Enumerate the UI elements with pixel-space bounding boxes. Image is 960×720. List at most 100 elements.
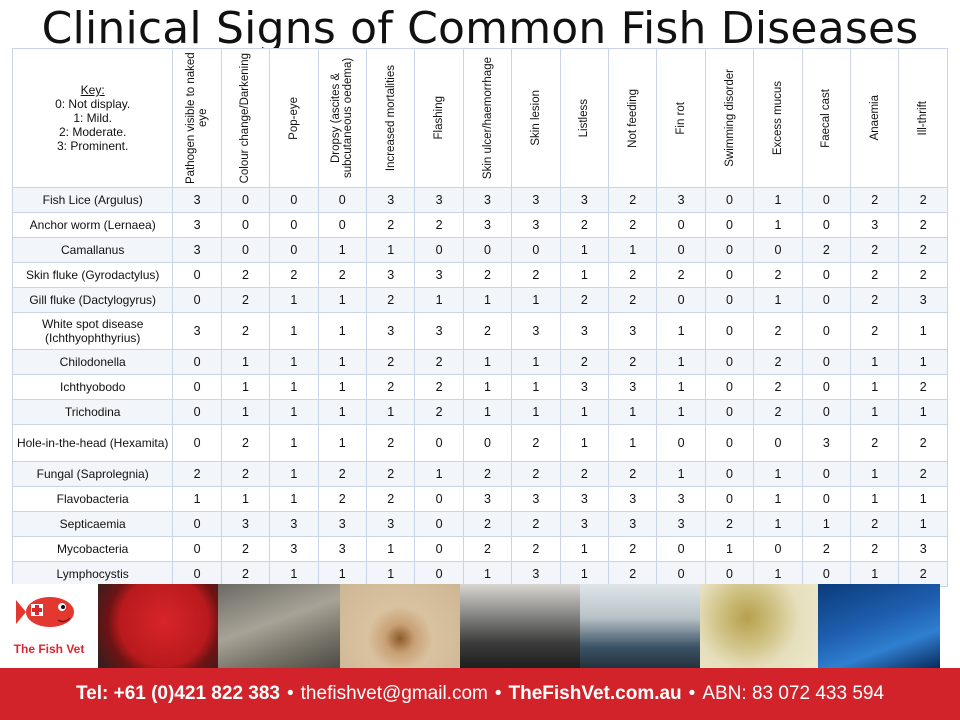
sign-score: 0 (462, 424, 513, 462)
sign-score: 1 (269, 374, 319, 400)
column-header: Pop-eye (269, 48, 319, 188)
sign-score: 3 (898, 536, 948, 562)
sign-score: 3 (801, 424, 852, 462)
column-header: Skin lesion (511, 48, 561, 188)
sign-score: 3 (656, 511, 706, 537)
sign-score: 2 (753, 349, 803, 375)
sign-score: 2 (801, 536, 852, 562)
sign-score: 2 (850, 424, 900, 462)
sign-score: 2 (220, 536, 271, 562)
disease-name: Gill fluke (Dactylogyrus) (11, 287, 174, 313)
sign-score: 3 (608, 511, 658, 537)
column-header-label: Not feeding (626, 88, 639, 148)
sign-score: 1 (559, 237, 610, 263)
sign-score: 3 (511, 312, 561, 350)
sign-score: 0 (801, 187, 852, 213)
sign-score: 2 (850, 237, 900, 263)
sign-score: 3 (172, 237, 222, 263)
sign-score: 2 (608, 349, 658, 375)
sign-score: 2 (850, 187, 900, 213)
key-line: 2: Moderate. (58, 125, 127, 139)
column-header-label: Faecal cast (820, 88, 833, 148)
sign-score: 3 (462, 212, 513, 238)
sign-score: 3 (608, 374, 658, 400)
disease-name: Fish Lice (Argulus) (11, 187, 174, 213)
microscope-operator-photo (580, 584, 700, 668)
key-line: 3: Prominent. (56, 139, 129, 153)
column-header: Pathogen visible to naked eye (172, 48, 222, 188)
sign-score: 0 (172, 561, 222, 587)
sign-score: 0 (704, 561, 755, 587)
sign-score: 2 (414, 374, 464, 400)
sign-score: 3 (898, 287, 948, 313)
sign-score: 0 (704, 349, 755, 375)
column-header-label: Excess mucus (771, 80, 784, 156)
column-header-label: Colour change/Darkening (239, 52, 252, 184)
sign-score: 2 (608, 536, 658, 562)
fish-logo-icon (16, 597, 74, 627)
header-row: Key: 0: Not display. 1: Mild. 2: Moderat… (11, 48, 948, 188)
sign-score: 1 (608, 424, 658, 462)
sign-score: 0 (801, 287, 852, 313)
sign-score: 0 (704, 187, 755, 213)
sign-score: 1 (559, 262, 610, 288)
sign-score: 0 (753, 237, 803, 263)
column-header-label: Dropsy (ascites & subcutaneous oedema) (330, 57, 355, 179)
sign-score: 2 (462, 461, 513, 487)
sign-score: 3 (365, 312, 416, 350)
column-header-label: Anaemia (868, 95, 881, 141)
photo-strip: The Fish Vet (0, 584, 960, 668)
sign-score: 1 (269, 461, 319, 487)
sign-score: 0 (801, 312, 852, 350)
sign-score: 2 (220, 561, 271, 587)
footer-separator: • (287, 683, 294, 704)
sign-score: 2 (850, 287, 900, 313)
sign-score: 3 (608, 486, 658, 512)
parasite-microscopy-photo (340, 584, 460, 668)
column-header-label: Pathogen visible to naked eye (185, 52, 210, 184)
sign-score: 1 (220, 399, 271, 425)
sign-score: 1 (317, 237, 367, 263)
sign-score: 3 (414, 312, 464, 350)
sign-score: 0 (462, 237, 513, 263)
disease-name: White spot disease (Ichthyophthyrius) (11, 312, 174, 350)
sign-score: 1 (850, 561, 900, 587)
disease-name: Septicaemia (11, 511, 174, 537)
sign-score: 3 (414, 262, 464, 288)
table-row: Fungal (Saprolegnia) 2 2 1 2 2 1 2 2 2 2 1 0 1 0 1 2 (11, 461, 948, 487)
sign-score: 1 (753, 287, 803, 313)
sign-score: 2 (608, 561, 658, 587)
sign-score: 3 (462, 187, 513, 213)
blood-agar-plate-photo (98, 584, 218, 668)
sign-score: 0 (801, 486, 852, 512)
sign-score: 2 (898, 561, 948, 587)
fish-gill-photo (460, 584, 580, 668)
table-row: Gill fluke (Dactylogyrus) 0 2 1 1 2 1 1 1 2 2 0 0 1 0 2… (11, 287, 948, 313)
sign-score: 1 (753, 511, 803, 537)
sign-score: 1 (220, 486, 271, 512)
sign-score: 3 (511, 486, 561, 512)
column-header-label: Swimming disorder (723, 69, 736, 167)
column-header-label: Listless (578, 98, 591, 138)
sign-score: 3 (511, 212, 561, 238)
sign-score: 1 (559, 399, 610, 425)
sign-score: 2 (220, 312, 271, 350)
sign-score: 1 (269, 561, 319, 587)
sign-score: 3 (317, 511, 367, 537)
sign-score: 2 (220, 461, 271, 487)
sign-score: 0 (269, 187, 319, 213)
sign-score: 0 (704, 486, 755, 512)
sign-score: 1 (753, 561, 803, 587)
sign-score: 2 (317, 486, 367, 512)
column-header-label: Flashing (433, 96, 446, 140)
sign-score: 3 (365, 262, 416, 288)
sign-score: 3 (559, 187, 610, 213)
column-header: Flashing (414, 48, 464, 188)
table-row: Septicaemia 0 3 3 3 3 0 2 2 3 3 3 2 1 1 2 1 (11, 511, 948, 537)
sign-score: 2 (898, 461, 948, 487)
sign-score: 2 (898, 374, 948, 400)
sign-score: 1 (414, 287, 464, 313)
sign-score: 2 (801, 237, 852, 263)
sign-score: 2 (898, 424, 948, 462)
sign-score: 2 (753, 312, 803, 350)
